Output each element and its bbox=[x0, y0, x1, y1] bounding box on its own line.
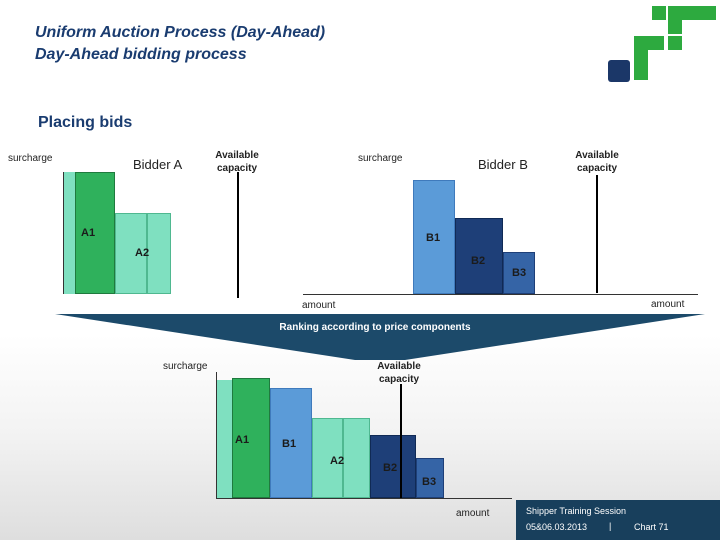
ranking-funnel-shape bbox=[55, 314, 705, 360]
ranking-x-axis bbox=[216, 498, 512, 499]
page-subtitle: Day-Ahead bidding process bbox=[35, 46, 247, 63]
footer-bar: Shipper Training Session 05&06.03.2013 |… bbox=[516, 500, 720, 540]
ranking-bar-a2 bbox=[312, 418, 370, 498]
bidder-b-bar-b2 bbox=[455, 218, 503, 294]
ranking-bar-sliver bbox=[217, 380, 232, 498]
logo-square bbox=[652, 6, 666, 20]
amount-label-left: amount bbox=[302, 300, 336, 311]
ranking-bar-a1 bbox=[232, 378, 270, 498]
bidder-b-label-b3: B3 bbox=[512, 267, 527, 279]
bidder-a-y-label: surcharge bbox=[8, 153, 53, 164]
ranking-bar-b1 bbox=[270, 388, 312, 498]
logo-shape-top bbox=[668, 6, 716, 34]
company-logo bbox=[608, 6, 716, 82]
bidder-b-y-label: surcharge bbox=[358, 153, 403, 164]
bidder-a-bar-a2-divider bbox=[146, 213, 148, 294]
logo-navy-square bbox=[608, 60, 630, 82]
bidder-b-label-b1: B1 bbox=[426, 232, 441, 244]
ranking-label-a1: A1 bbox=[235, 434, 250, 446]
bidder-a-label-a2: A2 bbox=[135, 247, 150, 259]
ranking-label-b2: B2 bbox=[383, 462, 398, 474]
logo-shape-mid bbox=[634, 36, 664, 80]
footer-separator: | bbox=[609, 521, 612, 531]
logo-square-2 bbox=[668, 36, 682, 50]
ranking-label-b3: B3 bbox=[422, 476, 437, 488]
ranking-y-axis bbox=[216, 372, 217, 498]
bidder-b-bar-b1 bbox=[413, 180, 455, 294]
bidder-b-label-b2: B2 bbox=[471, 255, 486, 267]
ranking-capacity-label: Available capacity bbox=[377, 361, 421, 385]
bidder-a-bar-a1 bbox=[75, 172, 115, 294]
ranking-x-label: amount bbox=[456, 508, 490, 519]
bidder-a-capacity-line bbox=[237, 172, 239, 298]
bidder-a-bar-sliver bbox=[64, 172, 75, 294]
bidder-b-capacity-line bbox=[596, 175, 598, 293]
footer-date: 05&06.03.2013 bbox=[526, 522, 588, 532]
bidder-b-capacity-label: Available capacity bbox=[575, 150, 619, 174]
section-title: Placing bids bbox=[38, 114, 133, 131]
bidder-a-bar-a2 bbox=[115, 213, 171, 294]
ranking-bar-a2-divider bbox=[342, 418, 344, 498]
page-title: Uniform Auction Process (Day-Ahead) bbox=[35, 24, 326, 41]
bidder-a-name: Bidder A bbox=[133, 157, 183, 172]
bidder-a-label-a1: A1 bbox=[81, 227, 96, 239]
ranking-capacity-line bbox=[400, 384, 402, 498]
footer-chart-number: Chart 71 bbox=[634, 522, 669, 532]
footer-session: Shipper Training Session bbox=[526, 506, 627, 516]
ranking-bar-b3 bbox=[416, 458, 444, 498]
ranking-bar-b2 bbox=[370, 435, 416, 498]
ranking-label-a2: A2 bbox=[330, 455, 345, 467]
bidder-b-name: Bidder B bbox=[478, 157, 528, 172]
ranking-label-b1: B1 bbox=[282, 438, 297, 450]
bidder-b-x-axis bbox=[303, 294, 698, 295]
bidder-a-y-axis bbox=[63, 172, 64, 294]
amount-label-right: amount bbox=[651, 299, 685, 310]
bidder-a-capacity-label: Available capacity bbox=[215, 150, 259, 174]
ranking-funnel bbox=[55, 314, 705, 360]
ranking-banner-text: Ranking according to price components bbox=[279, 322, 471, 333]
ranking-y-label: surcharge bbox=[163, 361, 208, 372]
bidder-b-bar-b3 bbox=[503, 252, 535, 294]
